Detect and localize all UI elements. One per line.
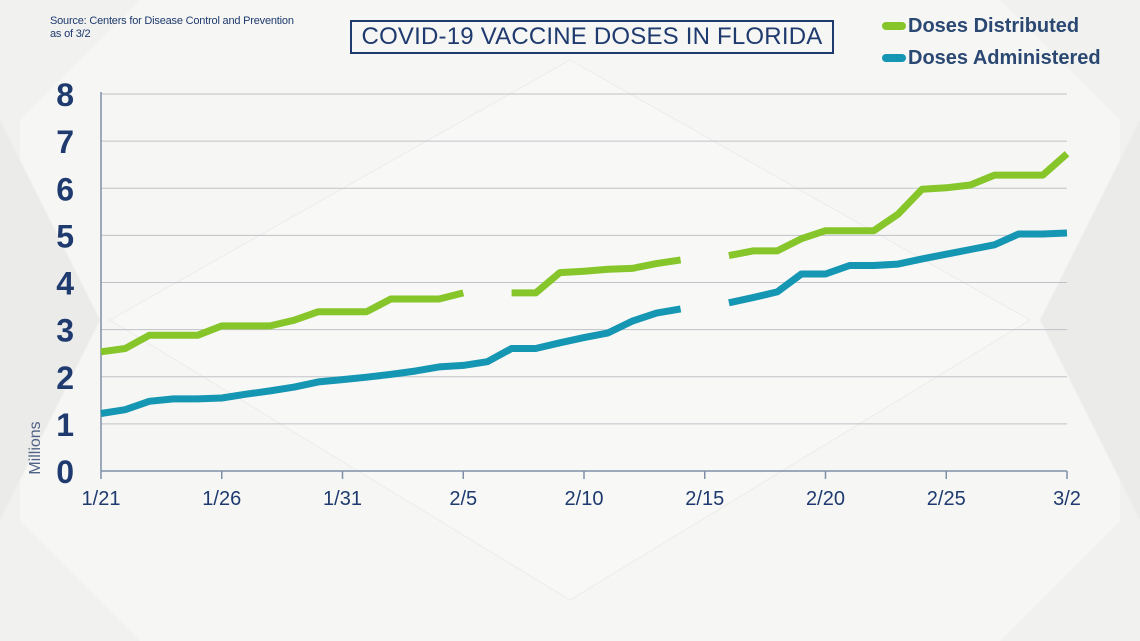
series-line-distributed-segment-2 [511, 256, 682, 297]
y-axis-title: Millions [27, 421, 44, 474]
legend-swatch-distributed [882, 22, 906, 30]
legend-label-administered: Doses Administered [908, 46, 1101, 69]
source-note: Source: Centers for Disease Control and … [50, 15, 350, 41]
x-tick-label-1-26: 1/26 [202, 488, 241, 510]
series-line-distributed-segment-3 [728, 151, 1070, 260]
legend-item-administered: Doses Administered [882, 42, 1132, 74]
y-tick-label-2: 2 [56, 360, 74, 396]
legend-label-distributed: Doses Distributed [908, 14, 1080, 37]
chart-legend: Doses Distributed Doses Administered [882, 10, 1132, 74]
x-tick-label-1-31: 1/31 [323, 488, 362, 510]
y-tick-label-3: 3 [56, 313, 74, 349]
x-tick-label-2-10: 2/10 [565, 488, 604, 510]
legend-item-distributed: Doses Distributed [882, 10, 1132, 42]
source-line-2: as of 3/2 [50, 28, 91, 40]
y-tick-label-1: 1 [56, 407, 74, 443]
x-tick-label-1-21: 1/21 [82, 488, 121, 510]
x-tick-label-2-15: 2/15 [685, 488, 724, 510]
x-tick-label-2-25: 2/25 [927, 488, 966, 510]
x-tick-label-2-20: 2/20 [806, 488, 845, 510]
source-line-1: Source: Centers for Disease Control and … [50, 15, 294, 27]
y-tick-label-6: 6 [56, 171, 74, 207]
chart-title: COVID-19 VACCINE DOSES IN FLORIDA [350, 20, 834, 54]
series-line-administered-segment-1 [100, 305, 682, 417]
y-tick-label-5: 5 [56, 218, 74, 254]
y-tick-label-0: 0 [56, 454, 74, 490]
x-tick-label-2-5: 2/5 [449, 488, 477, 510]
y-tick-label-4: 4 [56, 266, 74, 302]
series-line-administered-segment-2 [728, 229, 1068, 307]
y-tick-label-7: 7 [56, 124, 74, 160]
legend-swatch-administered [882, 54, 906, 62]
series-line-distributed-segment-1 [100, 289, 465, 356]
x-tick-label-3-2: 3/2 [1053, 488, 1081, 510]
y-tick-label-8: 8 [56, 77, 74, 113]
